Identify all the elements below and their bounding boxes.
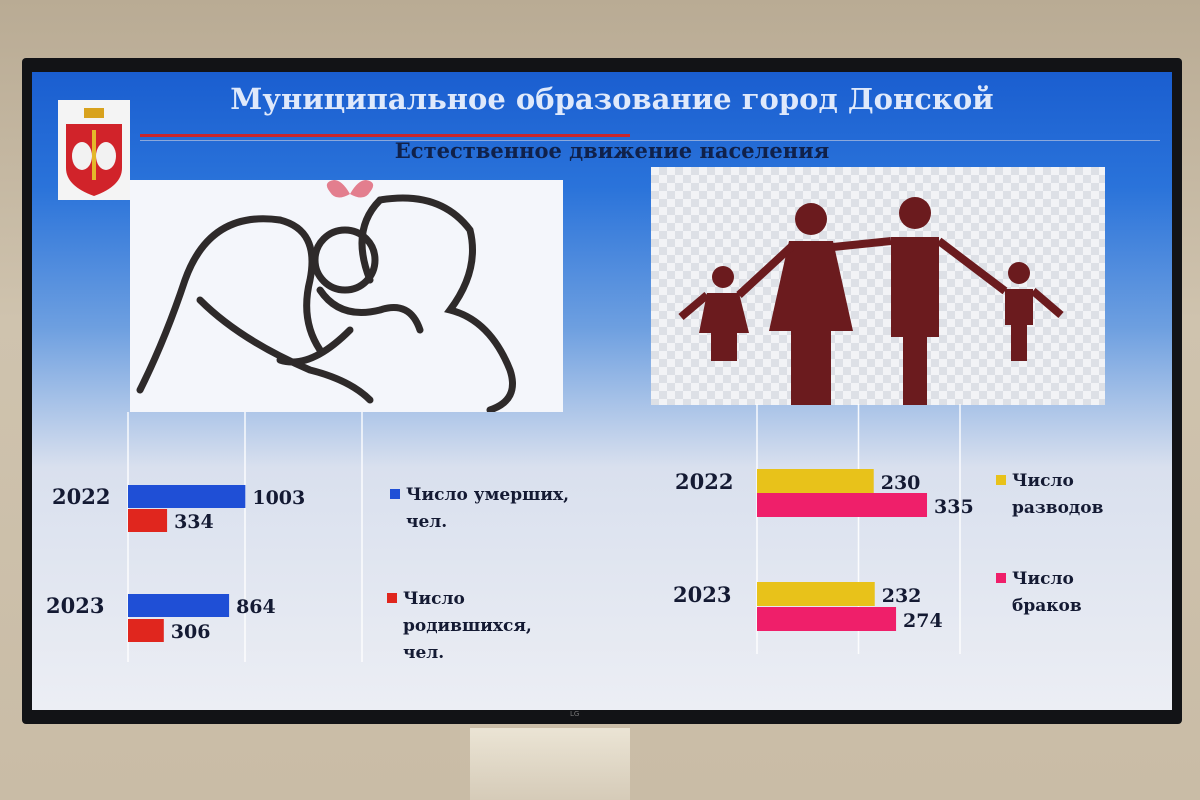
bar-2023-series-0 [757,582,875,606]
tv-brand-logo: LG [570,710,580,718]
legend-label: Число разводов [1012,471,1104,518]
data-label: 230 [881,472,921,494]
year-label-left-2023: 2023 [46,593,105,618]
slide-subtitle: Естественное движение населения [394,138,830,163]
legend-item-divorces: Число разводов [996,468,1103,522]
bar-2023-series-0 [128,594,230,617]
data-label: 335 [934,496,974,518]
year-label-left-2022: 2022 [52,484,111,509]
legend-swatch [390,489,400,499]
title-divider [140,140,1160,141]
bar-2022-series-0 [757,469,874,493]
family-pictogram-icon [651,167,1105,425]
year-label-right-2022: 2022 [675,469,734,494]
data-label: 232 [882,585,922,607]
wall-light-reflection [470,728,630,800]
bar-2022-series-0 [128,485,246,508]
bar-2023-series-1 [757,607,897,631]
title-underline [140,134,630,137]
legend-label: Число браков [1012,569,1082,616]
legend-swatch [996,573,1006,583]
presentation-slide: Муниципальное образование город Донской … [32,72,1172,710]
legend-item-births: Число родившихся, чел. [387,586,532,667]
bar-2023-series-1 [128,619,164,642]
data-label: 306 [171,621,211,643]
slide-title: Муниципальное образование город Донской [230,82,994,116]
legend-swatch [387,593,397,603]
coat-of-arms-icon [58,100,130,200]
legend-swatch [996,475,1006,485]
legend-label: Число родившихся, чел. [403,589,532,663]
charts-layer: 1003 334 864 306 230 335 232 274 [127,404,974,662]
legend-item-deaths: Число умерших, чел. [390,482,569,536]
legend-label: Число умерших, чел. [406,485,570,532]
family-line-art-icon [130,180,563,414]
legend-item-marriages: Число браков [996,566,1082,620]
data-label: 274 [903,610,943,632]
year-label-right-2023: 2023 [673,582,732,607]
data-label: 334 [174,511,214,533]
data-label: 864 [236,596,276,618]
data-label: 1003 [252,487,305,509]
bar-2022-series-1 [128,509,168,532]
bar-2022-series-1 [757,493,928,517]
